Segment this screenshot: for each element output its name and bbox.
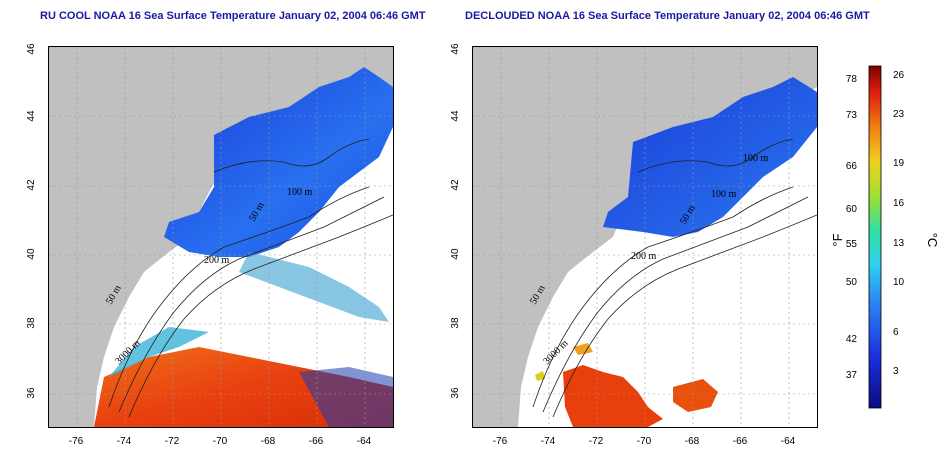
cbar-c-19: 19 <box>893 158 905 169</box>
y-tick-44: 44 <box>26 110 37 122</box>
y-tick-38: 38 <box>450 317 461 329</box>
x-tick-76: -76 <box>493 436 508 447</box>
cbar-c-16: 16 <box>893 198 905 209</box>
cbar-f-37: 37 <box>846 370 858 381</box>
celsius-unit-label: °C <box>925 233 940 248</box>
x-tick-76: -76 <box>69 436 84 447</box>
cold-water-region <box>164 67 393 257</box>
y-tick-42: 42 <box>26 179 37 191</box>
x-tick-70: -70 <box>637 436 652 447</box>
land-mass <box>473 47 817 427</box>
cbar-f-78: 78 <box>846 74 858 85</box>
cbar-c-6: 6 <box>893 327 899 338</box>
x-tick-64: -64 <box>357 436 372 447</box>
x-tick-66: -66 <box>309 436 324 447</box>
colorbar-fahrenheit-ticks: 78 73 66 60 55 50 42 37 <box>846 74 858 381</box>
x-tick-74: -74 <box>117 436 132 447</box>
left-x-axis: -76 -74 -72 -70 -68 -66 -64 <box>69 436 372 447</box>
right-y-axis: 46 44 42 40 38 36 <box>450 43 461 399</box>
cbar-c-26: 26 <box>893 70 905 81</box>
x-tick-66: -66 <box>733 436 748 447</box>
cold-water-region <box>603 77 817 237</box>
cbar-c-13: 13 <box>893 238 905 249</box>
contour-label-100m-north: 100 m <box>743 153 769 164</box>
x-tick-68: -68 <box>685 436 700 447</box>
y-tick-40: 40 <box>450 248 461 260</box>
cbar-c-10: 10 <box>893 277 905 288</box>
colorbar-celsius-ticks: 26 23 19 16 13 10 6 3 <box>893 70 905 377</box>
y-tick-46: 46 <box>450 43 461 55</box>
contour-label-200m: 200 m <box>204 255 230 266</box>
colorbar <box>868 65 882 409</box>
x-tick-74: -74 <box>541 436 556 447</box>
y-tick-44: 44 <box>450 110 461 122</box>
cbar-c-23: 23 <box>893 109 905 120</box>
y-tick-36: 36 <box>450 387 461 399</box>
x-tick-72: -72 <box>589 436 604 447</box>
right-map-title: DECLOUDED NOAA 16 Sea Surface Temperatur… <box>465 10 870 22</box>
right-x-axis: -76 -74 -72 -70 -68 -66 -64 <box>493 436 796 447</box>
contour-label-100m: 100 m <box>287 187 313 198</box>
y-tick-38: 38 <box>26 317 37 329</box>
right-sst-map: 50 m 200 m 100 m 100 m 50 m 3000 m <box>472 46 818 428</box>
x-tick-70: -70 <box>213 436 228 447</box>
land-mass <box>49 47 393 427</box>
cbar-f-50: 50 <box>846 277 858 288</box>
cbar-f-55: 55 <box>846 239 858 250</box>
x-tick-72: -72 <box>165 436 180 447</box>
contour-label-100m-center: 100 m <box>711 189 737 200</box>
x-tick-64: -64 <box>781 436 796 447</box>
y-tick-40: 40 <box>26 248 37 260</box>
left-map-title: RU COOL NOAA 16 Sea Surface Temperature … <box>40 10 426 22</box>
x-tick-68: -68 <box>261 436 276 447</box>
left-sst-map: 50 m 200 m 100 m 50 m 3000 m <box>48 46 394 428</box>
cbar-f-60: 60 <box>846 204 858 215</box>
cbar-c-3: 3 <box>893 366 899 377</box>
cbar-f-42: 42 <box>846 334 858 345</box>
y-tick-42: 42 <box>450 179 461 191</box>
contour-label-200m: 200 m <box>631 251 657 262</box>
fahrenheit-unit-label: °F <box>830 233 845 246</box>
y-tick-36: 36 <box>26 387 37 399</box>
cbar-f-73: 73 <box>846 110 858 121</box>
cbar-f-66: 66 <box>846 161 858 172</box>
warm-water-region <box>563 365 663 427</box>
y-tick-46: 46 <box>26 43 37 55</box>
left-y-axis: 46 44 42 40 38 36 <box>26 43 37 399</box>
